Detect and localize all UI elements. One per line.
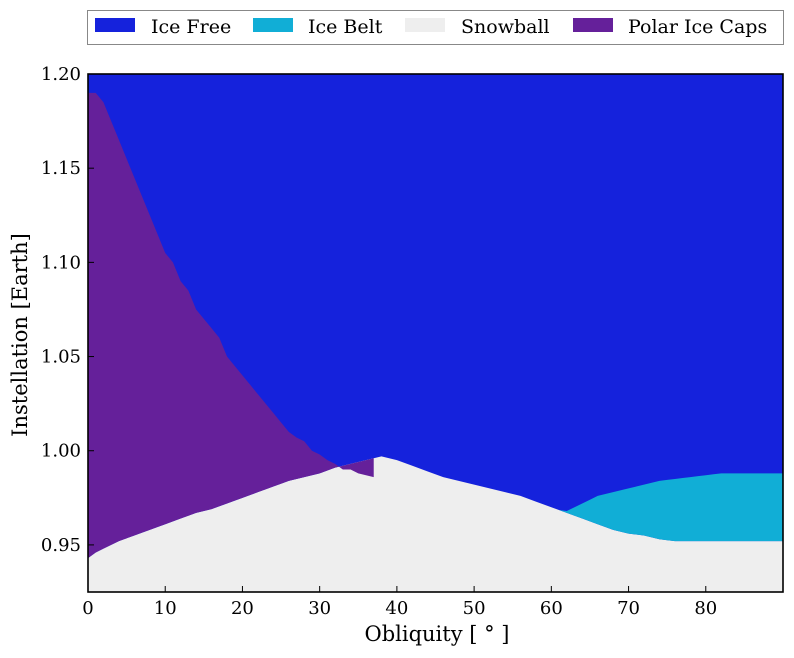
legend-swatch-snowball — [405, 18, 445, 32]
legend-swatch-ice-free — [95, 18, 135, 32]
x-axis-label: Obliquity [ ° ] — [365, 622, 510, 646]
region-polar-ice-caps — [88, 92, 374, 559]
x-tick-label: 20 — [231, 598, 254, 619]
legend-label-ice-free: Ice Free — [151, 16, 231, 38]
region-ice-belt — [551, 473, 783, 542]
legend-label-ice-belt: Ice Belt — [308, 16, 383, 38]
x-tick-label: 50 — [463, 598, 486, 619]
y-tick-label: 1.15 — [41, 158, 81, 179]
x-tick-label: 40 — [385, 598, 408, 619]
x-tick-label: 60 — [540, 598, 563, 619]
x-tick-label: 80 — [694, 598, 717, 619]
y-tick-label: 1.10 — [41, 252, 81, 273]
y-tick-label: 1.00 — [41, 441, 81, 462]
x-tick-label: 0 — [82, 598, 93, 619]
y-tick-label: 1.20 — [41, 64, 81, 85]
legend-label-snowball: Snowball — [461, 16, 550, 38]
plot-regions — [88, 74, 783, 592]
x-tick-label: 70 — [617, 598, 640, 619]
legend: Ice Free Ice Belt Snowball Polar Ice Caps — [87, 10, 784, 45]
y-tick-label: 0.95 — [41, 535, 81, 556]
legend-swatch-ice-belt — [253, 18, 293, 32]
y-axis-label: Instellation [Earth] — [8, 233, 32, 437]
legend-label-polar-ice-caps: Polar Ice Caps — [628, 16, 767, 38]
x-tick-label: 30 — [308, 598, 331, 619]
x-tick-label: 10 — [154, 598, 177, 619]
region-snowball — [88, 456, 783, 592]
axes: 0 10 20 30 40 50 60 70 80 0.95 1.00 1.05 1.10 1.15 1.2… — [41, 64, 784, 619]
legend-swatch-polar-ice-caps — [573, 18, 613, 32]
y-tick-label: 1.05 — [41, 347, 81, 368]
plot-frame — [87, 73, 784, 593]
